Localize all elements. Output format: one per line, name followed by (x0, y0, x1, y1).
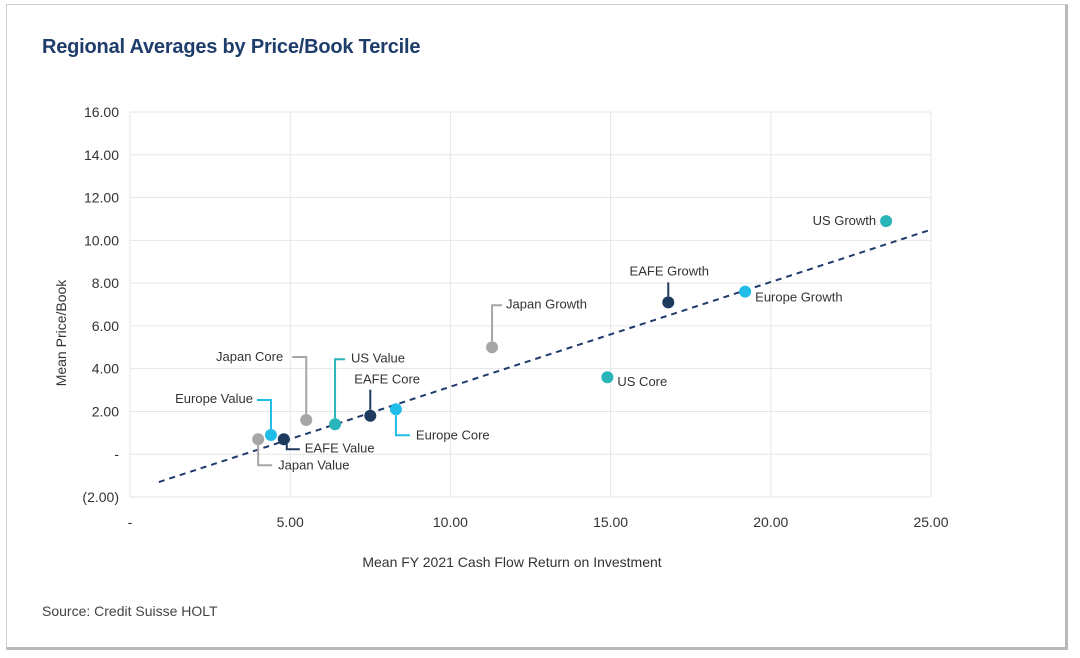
data-point (329, 418, 342, 431)
y-tick-label: (2.00) (82, 489, 119, 505)
data-point (364, 409, 377, 422)
y-tick-label: 16.00 (84, 104, 119, 120)
label-leader-line (257, 445, 273, 467)
y-tick-label: 2.00 (92, 403, 119, 419)
label-leader-line (256, 398, 272, 429)
point-label: Europe Value (175, 391, 253, 406)
point-label: Europe Growth (755, 290, 842, 305)
point-label: EAFE Growth (630, 263, 709, 278)
x-axis-label: Mean FY 2021 Cash Flow Return on Investm… (362, 554, 661, 570)
y-axis-label: Mean Price/Book (53, 279, 69, 387)
chart-title: Regional Averages by Price/Book Tercile (42, 36, 421, 58)
y-tick-labels: (2.00) - 2.00 4.00 6.00 8.00 10.00 12.00 14.00 16… (82, 104, 119, 505)
x-tick-label: - (128, 514, 133, 530)
label-leader-line (285, 444, 300, 451)
y-tick-label: 10.00 (84, 232, 119, 248)
x-tick-label: 15.00 (593, 514, 628, 530)
label-leader-line (394, 415, 410, 437)
point-label: Japan Growth (506, 296, 587, 311)
label-leader-line (334, 358, 346, 419)
y-tick-label: 4.00 (92, 361, 119, 377)
y-tick-label: 8.00 (92, 275, 119, 291)
x-tick-label: 25.00 (913, 514, 948, 530)
point-label: Japan Value (278, 457, 349, 472)
data-point (662, 296, 675, 309)
x-tick-label: 10.00 (433, 514, 468, 530)
label-leader-line (292, 356, 308, 414)
data-point (300, 414, 313, 426)
label-leader-line (491, 304, 503, 342)
point-label: US Growth (813, 213, 877, 228)
point-label: EAFE Core (354, 372, 420, 387)
label-leader-lines (256, 282, 670, 467)
data-point (264, 428, 277, 441)
data-points (252, 215, 893, 446)
data-point (389, 403, 402, 416)
grid-lines (129, 111, 932, 498)
data-point (277, 433, 290, 446)
x-tick-label: 5.00 (277, 514, 304, 530)
scatter-chart: (2.00)-2.004.006.008.0010.0012.0014.0016… (53, 104, 949, 570)
point-label: EAFE Value (305, 440, 375, 455)
x-tick-label: 20.00 (753, 514, 788, 530)
data-point (486, 341, 499, 354)
data-point (739, 285, 752, 298)
data-point (252, 433, 265, 446)
point-label: Japan Core (216, 349, 283, 364)
y-tick-label: 12.00 (84, 190, 119, 206)
y-tick-label: 6.00 (92, 318, 119, 334)
source-note: Source: Credit Suisse HOLT (42, 603, 218, 619)
point-label: Europe Core (416, 427, 490, 442)
point-label: US Value (351, 350, 405, 365)
point-label: US Core (617, 374, 667, 389)
data-point (601, 371, 614, 384)
y-tick-label: - (114, 446, 119, 462)
point-labels: US Growth Europe Growth EAFE Growth Japan G… (175, 213, 876, 472)
x-tick-labels: - 5.00 10.00 15.00 20.00 25.00 (128, 514, 949, 530)
y-tick-label: 14.00 (84, 147, 119, 163)
data-point (880, 215, 893, 228)
